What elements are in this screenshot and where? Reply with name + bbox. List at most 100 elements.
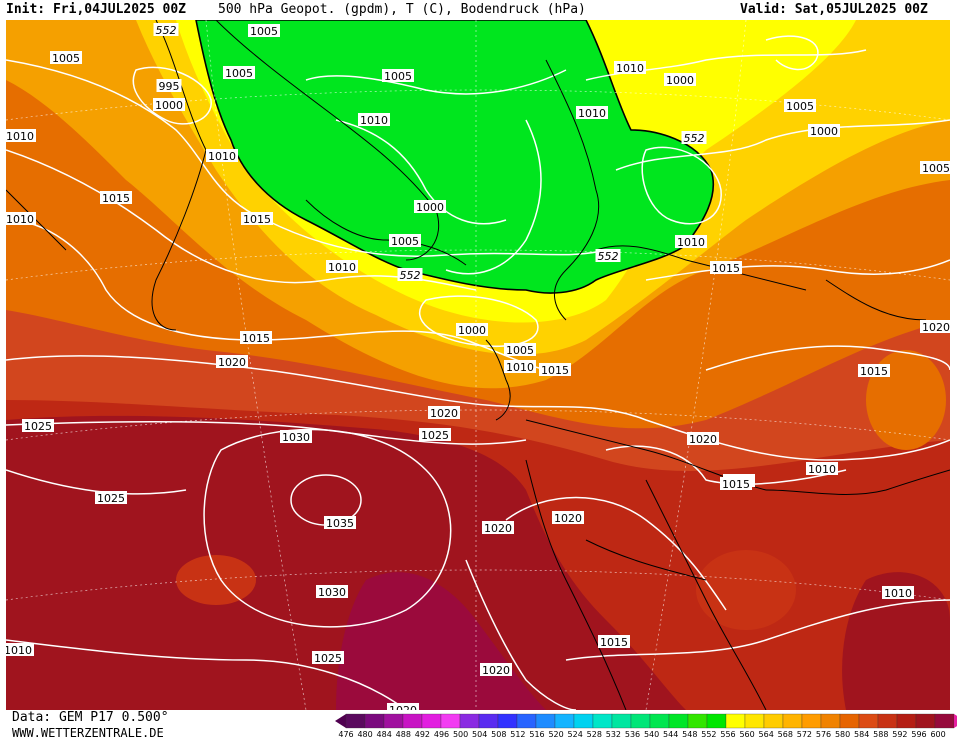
isobar-label-text: 1020 (922, 321, 950, 334)
data-source-label: Data: GEM P17 0.500° (12, 710, 169, 725)
colorbar-cell (687, 713, 708, 729)
colorbar-tick-label: 484 (376, 730, 392, 739)
isobar-label: 1005 (50, 51, 82, 65)
band-east-dark-red (842, 572, 950, 710)
isobar-label-box (480, 663, 512, 676)
isobar-label-box (808, 124, 840, 137)
isobar-label-text: 1010 (578, 107, 606, 120)
isobar-label: 1000 (414, 200, 446, 214)
isobar-label: 1035 (324, 516, 356, 530)
band-green (196, 20, 714, 293)
isobar-label-text: 1035 (326, 517, 354, 530)
colorbar-cell (839, 713, 860, 729)
isobar-label-text: 1000 (416, 201, 444, 214)
isobar-label-box (248, 24, 280, 37)
colorbar-cell (858, 713, 879, 729)
colorbar-tick-label: 512 (510, 730, 526, 739)
contour-552 (195, 20, 714, 294)
map-header: Init: Fri,04JUL2025 00Z 500 hPa Geopot. … (0, 0, 959, 20)
colorbar-tick-label: 500 (452, 730, 469, 739)
isobar-label: 1010 (576, 106, 608, 120)
isobar-label: 995 (156, 79, 182, 93)
colorbar-cell (915, 713, 936, 729)
isobar-label: 1020 (428, 406, 460, 420)
isobar-label-box (681, 131, 707, 144)
isobar-label-text: 1010 (360, 114, 388, 127)
isobar-label: 1015 (240, 331, 272, 345)
isobar-label: 1000 (153, 98, 185, 112)
isobar-label-text: 1000 (155, 99, 183, 112)
warm-spot-spain (176, 555, 256, 605)
isobar-label-box (6, 643, 34, 656)
isobar-label-text: 1015 (722, 478, 750, 491)
colorbar-tick-label: 572 (796, 730, 813, 739)
colorbar-cell (782, 713, 803, 729)
isobar-label: 1005 (504, 343, 536, 357)
colorbar-cell (744, 713, 765, 729)
isobar-label: 1030 (316, 585, 348, 599)
isobar-label-text: 1005 (922, 162, 950, 175)
isobar-label-box (22, 419, 54, 432)
isobar-label: 1010 (6, 212, 36, 226)
isobar-label: 1000 (808, 124, 840, 138)
isobar-label-box (858, 364, 890, 377)
isobar-label-box (414, 200, 446, 213)
isobar-label-box (552, 511, 584, 524)
isobar-label: 1010 (6, 643, 34, 657)
colorbar-cell (402, 713, 423, 729)
isobar-label-text: 1010 (6, 213, 34, 226)
isobar-label-text: 1000 (810, 125, 838, 138)
isobar-label: 1015 (720, 477, 752, 491)
isobar-label: 1020 (480, 663, 512, 677)
colorbar-cell (440, 713, 461, 729)
colorbar-cell (668, 713, 689, 729)
isobar-label: 1015 (100, 191, 132, 205)
isobar-label-text: 1005 (52, 52, 80, 65)
isobar-label-box (456, 323, 488, 336)
isobar-label-text: 1005 (506, 344, 534, 357)
isobar-label: 552 (681, 131, 707, 145)
isobar-label-box (595, 249, 621, 262)
isobar-label-text: 1005 (391, 235, 419, 248)
colorbar-cell (592, 713, 613, 729)
isobar-label-text: 1005 (225, 67, 253, 80)
colorbar-high-arrow (954, 714, 957, 728)
colorbar-tick-label: 480 (357, 730, 373, 739)
isobar-label-text: 1005 (786, 100, 814, 113)
isobar-label-box (920, 161, 950, 174)
isobar-label: 1020 (216, 355, 248, 369)
isobar-label-text: 1020 (218, 356, 246, 369)
colorbar-tick-label: 492 (414, 730, 431, 739)
isobar-label-text: 1020 (430, 407, 458, 420)
colorbar-cell (535, 713, 556, 729)
colorbar-cell (877, 713, 898, 729)
map-title: 500 hPa Geopot. (gpdm), T (C), Bodendruc… (218, 2, 586, 17)
isobar-label-box (216, 355, 248, 368)
isobar-label-text: 1010 (208, 150, 236, 163)
colorbar-tick-label: 496 (433, 730, 450, 739)
isobar-label-text: 1020 (689, 433, 717, 446)
colorbar-tick-label: 544 (663, 730, 679, 739)
colorbar-tick-label: 568 (777, 730, 793, 739)
isobar-label-box (312, 651, 344, 664)
colorbar-tick-label: 552 (701, 730, 717, 739)
colorbar-tick-label: 560 (739, 730, 755, 739)
isobar-label-text: 1010 (884, 587, 912, 600)
isobar-label-box (241, 212, 273, 225)
isobar-label-box (806, 462, 838, 475)
colorbar-tick-label: 520 (548, 730, 564, 739)
isobar-label-text: 1010 (616, 62, 644, 75)
isobar-label: 1005 (223, 66, 255, 80)
isobar-label-box (240, 331, 272, 344)
isobar-label: 1000 (456, 323, 488, 337)
colorbar-tick-label: 524 (567, 730, 583, 739)
isobar-label: 1020 (687, 432, 719, 446)
isobar-label: 1005 (920, 161, 950, 175)
isobar-label-box (419, 428, 451, 441)
isobar-label-text: 1015 (541, 364, 569, 377)
isobar-label-text: 1010 (6, 130, 34, 143)
colorbar-cell (706, 713, 727, 729)
colorbar-tick-label: 476 (338, 730, 354, 739)
isobar-label-text: 1020 (484, 522, 512, 535)
colorbar-cell (630, 713, 651, 729)
